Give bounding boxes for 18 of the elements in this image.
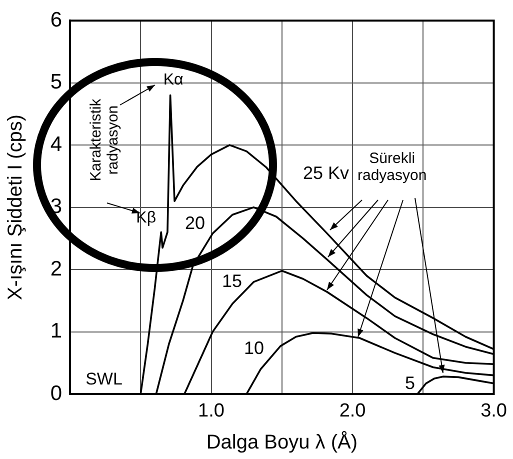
y-tick-label: 1 bbox=[50, 320, 62, 343]
x-tick-label: 1.0 bbox=[198, 400, 224, 422]
y-tick-label: 5 bbox=[50, 70, 62, 94]
y-tick-label: 2 bbox=[50, 257, 62, 280]
series-label: 10 bbox=[244, 338, 264, 358]
y-tick-label: 4 bbox=[50, 132, 62, 156]
x-tick-label: 2.0 bbox=[339, 400, 366, 422]
y-tick-label: 6 bbox=[50, 8, 62, 32]
series-label: 15 bbox=[222, 270, 242, 291]
series-label: 25 Kv bbox=[302, 162, 350, 183]
y-axis-title: X-ışını Şiddeti I (cps) bbox=[4, 114, 27, 300]
x-tick-label: 3.0 bbox=[480, 400, 508, 422]
annotation: Karakteristik radyasyon bbox=[88, 98, 122, 182]
series-label: 5 bbox=[404, 372, 416, 393]
annotation: SWL bbox=[86, 370, 122, 389]
series-label: 20 bbox=[184, 212, 206, 233]
y-tick-label: 0 bbox=[50, 382, 62, 405]
x-axis-title: Dalga Boyu λ (Å) bbox=[206, 430, 358, 454]
